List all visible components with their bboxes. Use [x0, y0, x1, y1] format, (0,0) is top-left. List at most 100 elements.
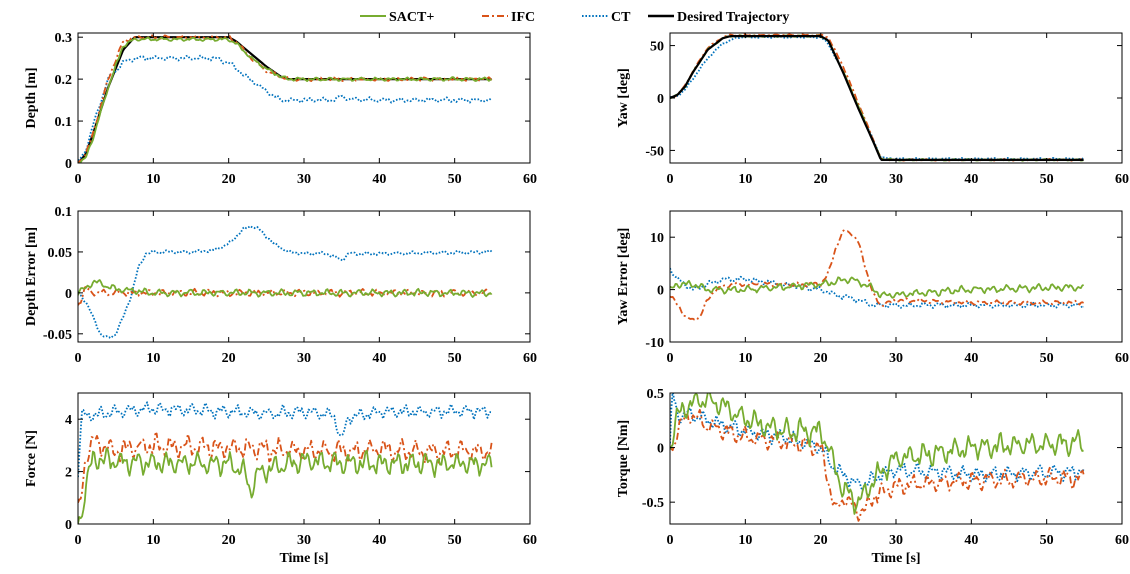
ytick-label: 0 — [657, 442, 664, 457]
xtick-label: 10 — [146, 172, 160, 187]
ytick-label: 0 — [65, 518, 72, 533]
axes-box-yaw — [669, 32, 1123, 164]
xtick-label: 0 — [75, 351, 82, 366]
panel-torque: 0 10 20 30 40 50 60 -0.5 0 0.5 Torque [Nm] Time [s] — [616, 387, 1129, 566]
ytick-label: 0.2 — [55, 73, 73, 88]
ytick-label: 50 — [650, 40, 664, 55]
series-yaw-error-sact — [670, 276, 1085, 299]
series-group-torque — [670, 393, 1085, 522]
series-yaw-desired — [670, 35, 1084, 161]
xtick-label: 60 — [523, 351, 537, 366]
legend-label-ct: CT — [611, 10, 631, 25]
series-torque-ifc — [670, 408, 1085, 522]
xtick-label: 30 — [889, 533, 903, 548]
xtick-label: 50 — [448, 533, 462, 548]
xtick-label: 50 — [448, 172, 462, 187]
ytick-label: -50 — [645, 144, 664, 159]
xtick-label: 20 — [222, 351, 236, 366]
series-yaw-ifc — [670, 33, 1084, 162]
ytick-label: 0 — [65, 157, 72, 172]
ytick-label: 0.3 — [55, 31, 73, 46]
xtick-label: 20 — [814, 351, 828, 366]
series-group-depth — [78, 34, 493, 163]
xtick-label: 50 — [448, 351, 462, 366]
ylabel-depth-error: Depth Error [m] — [24, 227, 39, 326]
xtick-label: 0 — [667, 172, 674, 187]
legend-entry-ct: CT — [582, 10, 631, 25]
xtick-label: 30 — [889, 172, 903, 187]
ytick-label: -0.05 — [43, 328, 72, 343]
series-group-yaw — [670, 33, 1084, 162]
ylabel-force: Force [N] — [24, 430, 39, 487]
series-depth-error-ifc — [78, 285, 493, 306]
ytick-label: 0.5 — [647, 387, 665, 402]
xlabel-force: Time [s] — [279, 551, 328, 566]
xtick-label: 0 — [667, 351, 674, 366]
xtick-label: 0 — [75, 533, 82, 548]
xtick-label: 0 — [667, 533, 674, 548]
series-force-sact — [78, 447, 493, 524]
xtick-label: 10 — [738, 533, 752, 548]
xtick-label: 30 — [297, 172, 311, 187]
legend: SACT+ IFC CT Desired Trajectory — [360, 10, 789, 25]
ytick-label: 0 — [65, 287, 72, 302]
xtick-label: 60 — [1115, 172, 1129, 187]
series-group-force — [78, 401, 493, 524]
xtick-label: 60 — [523, 533, 537, 548]
xtick-label: 10 — [146, 533, 160, 548]
series-depth-error-sact — [78, 279, 493, 298]
ytick-label: 0.1 — [55, 205, 73, 220]
series-group-yaw-error — [670, 229, 1085, 322]
axes-box-yaw-error — [669, 210, 1123, 343]
ytick-label: 10 — [650, 231, 664, 246]
xtick-label: 40 — [372, 172, 386, 187]
series-depth-sact — [78, 36, 492, 163]
legend-label-desired: Desired Trajectory — [677, 10, 789, 25]
ylabel-yaw-error: Yaw Error [deg] — [616, 228, 631, 325]
series-yaw-sact — [670, 34, 1084, 162]
series-depth-ct — [78, 54, 493, 162]
series-depth-error-ct — [78, 225, 493, 340]
ytick-label: 2 — [65, 466, 72, 481]
ytick-label: 0 — [657, 92, 664, 107]
series-yaw-error-ifc — [670, 229, 1084, 322]
xtick-label: 60 — [1115, 533, 1129, 548]
xtick-label: 40 — [964, 172, 978, 187]
xtick-label: 40 — [964, 351, 978, 366]
ytick-label: 0.05 — [48, 246, 73, 261]
xtick-label: 30 — [297, 351, 311, 366]
series-yaw-ct — [670, 35, 1084, 161]
legend-label-sact: SACT+ — [389, 10, 434, 25]
series-torque-ct — [670, 393, 1085, 492]
series-force-ifc — [78, 432, 493, 503]
series-group-depth-error — [78, 225, 493, 340]
xtick-label: 30 — [889, 351, 903, 366]
xtick-label: 50 — [1040, 351, 1054, 366]
legend-entry-ifc: IFC — [482, 10, 535, 25]
xtick-label: 20 — [222, 172, 236, 187]
ytick-label: 4 — [65, 413, 72, 428]
axes-box-depth-error — [77, 210, 531, 343]
ylabel-torque: Torque [Nm] — [616, 420, 631, 497]
series-depth-ifc — [78, 34, 493, 163]
xtick-label: 10 — [146, 351, 160, 366]
legend-entry-sact: SACT+ — [360, 10, 434, 25]
panel-force: 0 10 20 30 40 50 60 0 2 4 Force [N] Time [s] — [24, 392, 537, 566]
xtick-label: 30 — [297, 533, 311, 548]
xtick-label: 60 — [523, 172, 537, 187]
xtick-label: 40 — [372, 533, 386, 548]
xtick-label: 60 — [1115, 351, 1129, 366]
xtick-label: 20 — [814, 533, 828, 548]
ytick-label: -10 — [645, 336, 664, 351]
xtick-label: 40 — [964, 533, 978, 548]
xtick-label: 20 — [222, 533, 236, 548]
ylabel-yaw: Yaw [deg] — [616, 68, 631, 128]
xlabel-torque: Time [s] — [871, 551, 920, 566]
ytick-label: 0.1 — [55, 115, 73, 130]
ytick-label: 0 — [657, 284, 664, 299]
